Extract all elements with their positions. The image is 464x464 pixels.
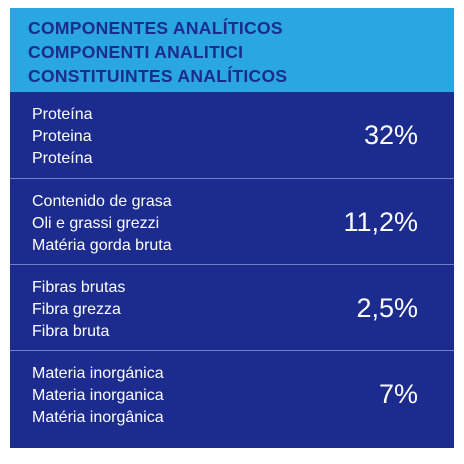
header-line: COMPONENTI ANALITICI [28, 42, 244, 62]
row-value: 32% [363, 120, 418, 150]
row-label: Materia inorganica [32, 387, 164, 404]
row-label: Matéria gorda bruta [32, 237, 172, 254]
row-label: Oli e grassi grezzi [32, 215, 160, 232]
row-label: Contenido de grasa [32, 193, 172, 210]
table: Proteína Proteina Proteína 32% Contenido de … [10, 92, 454, 436]
row-value: 7% [378, 379, 418, 409]
row-label: Fibra bruta [32, 323, 110, 340]
table-row: Fibras brutas Fibra grezza Fibra bruta 2,5% [10, 264, 454, 350]
header-line: CONSTITUINTES ANALÍTICOS [28, 66, 288, 86]
row-value: 11,2% [343, 207, 418, 237]
row-label: Materia inorgánica [32, 365, 164, 382]
row-label: Fibra grezza [32, 301, 121, 318]
row-label: Matéria inorgânica [32, 409, 164, 426]
row-label: Proteína [32, 150, 93, 167]
row-label: Fibras brutas [32, 279, 126, 296]
row-labels: Contenido de grasa Oli e grassi grezzi Mat… [32, 191, 172, 257]
row-labels: Materia inorgánica Materia inorganica Maté… [32, 363, 164, 429]
table-row: Materia inorgánica Materia inorganica Maté… [10, 350, 454, 436]
row-label: Proteina [32, 128, 92, 145]
header: COMPONENTES ANALÍTICOS COMPONENTI ANALITI… [10, 8, 454, 92]
analysis-panel: COMPONENTES ANALÍTICOS COMPONENTI ANALITI… [10, 8, 454, 448]
table-row: Proteína Proteina Proteína 32% [10, 92, 454, 178]
row-labels: Proteína Proteina Proteína [32, 104, 92, 170]
row-value: 2,5% [356, 293, 418, 323]
header-line: COMPONENTES ANALÍTICOS [28, 18, 283, 38]
table-row: Contenido de grasa Oli e grassi grezzi Mat… [10, 178, 454, 264]
row-label: Proteína [32, 106, 93, 123]
row-labels: Fibras brutas Fibra grezza Fibra bruta [32, 277, 125, 343]
